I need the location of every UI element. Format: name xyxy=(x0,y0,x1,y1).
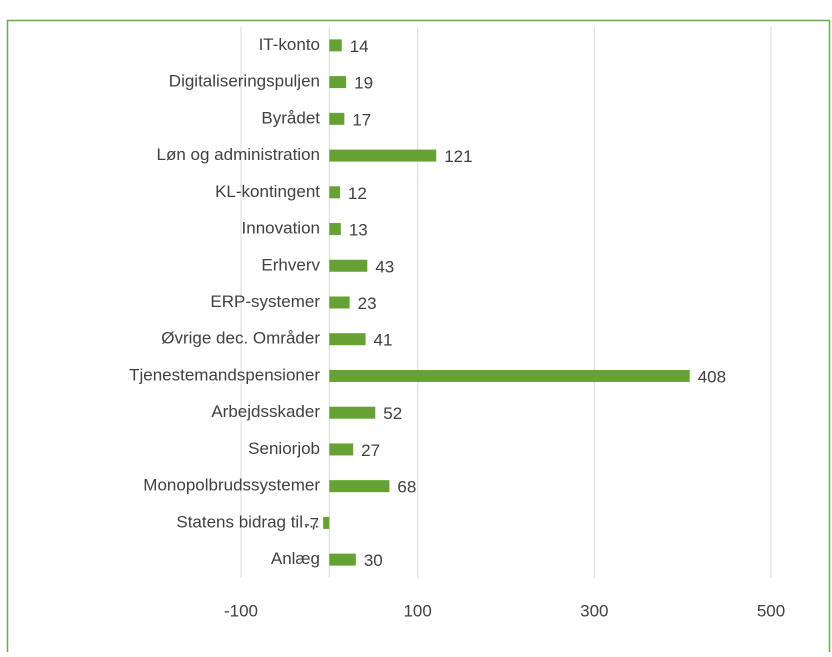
data-label: 43 xyxy=(375,257,394,276)
data-label: 30 xyxy=(364,551,383,570)
data-label: 14 xyxy=(350,37,369,56)
y-tick-label: KL-kontingent xyxy=(215,182,320,201)
y-tick-label: Øvrige dec. Områder xyxy=(161,329,320,348)
data-label: 23 xyxy=(358,294,377,313)
bar xyxy=(329,480,390,493)
data-label: 68 xyxy=(397,478,416,497)
y-tick-label: IT-konto xyxy=(259,35,320,54)
x-tick-label: 500 xyxy=(757,601,785,620)
data-label: 121 xyxy=(444,147,472,166)
y-tick-label: Arbejdsskader xyxy=(211,402,320,421)
bar xyxy=(329,553,356,566)
y-tick-label: ERP-systemer xyxy=(210,292,320,311)
y-tick-label: Digitaliseringspuljen xyxy=(169,72,320,91)
y-tick-label: Monopolbrudssystemer xyxy=(143,476,320,495)
data-label: 27 xyxy=(361,441,380,460)
data-label: -7 xyxy=(304,514,319,533)
x-tick-label: 100 xyxy=(403,601,431,620)
y-tick-label: Tjenestemandspensioner xyxy=(129,365,320,384)
bar xyxy=(329,112,345,125)
x-tick-label: 300 xyxy=(580,601,608,620)
y-tick-label: Statens bidrag til… xyxy=(176,512,320,531)
bar xyxy=(329,369,690,382)
bar xyxy=(329,333,366,346)
y-tick-label: Innovation xyxy=(242,219,320,238)
bar xyxy=(329,149,437,162)
bar xyxy=(323,516,330,529)
data-label: 19 xyxy=(354,74,373,93)
data-label: 13 xyxy=(349,221,368,240)
data-label: 17 xyxy=(352,110,371,129)
bar xyxy=(329,223,341,236)
bar xyxy=(329,259,368,272)
data-label: 52 xyxy=(383,404,402,423)
bar xyxy=(329,443,354,456)
data-label: 408 xyxy=(698,367,726,386)
bar xyxy=(329,296,350,309)
y-tick-label: Byrådet xyxy=(261,108,320,127)
bar xyxy=(329,76,347,89)
bar xyxy=(329,39,342,52)
x-tick-label: -100 xyxy=(224,601,258,620)
y-tick-label: Anlæg xyxy=(271,549,320,568)
y-tick-label: Seniorjob xyxy=(248,439,320,458)
chart-border xyxy=(6,19,831,657)
data-label: 12 xyxy=(348,184,367,203)
bar xyxy=(329,186,340,199)
bar xyxy=(329,406,376,419)
y-tick-label: Løn og administration xyxy=(157,145,320,164)
data-label: 41 xyxy=(374,331,393,350)
y-tick-label: Erhverv xyxy=(261,255,320,274)
